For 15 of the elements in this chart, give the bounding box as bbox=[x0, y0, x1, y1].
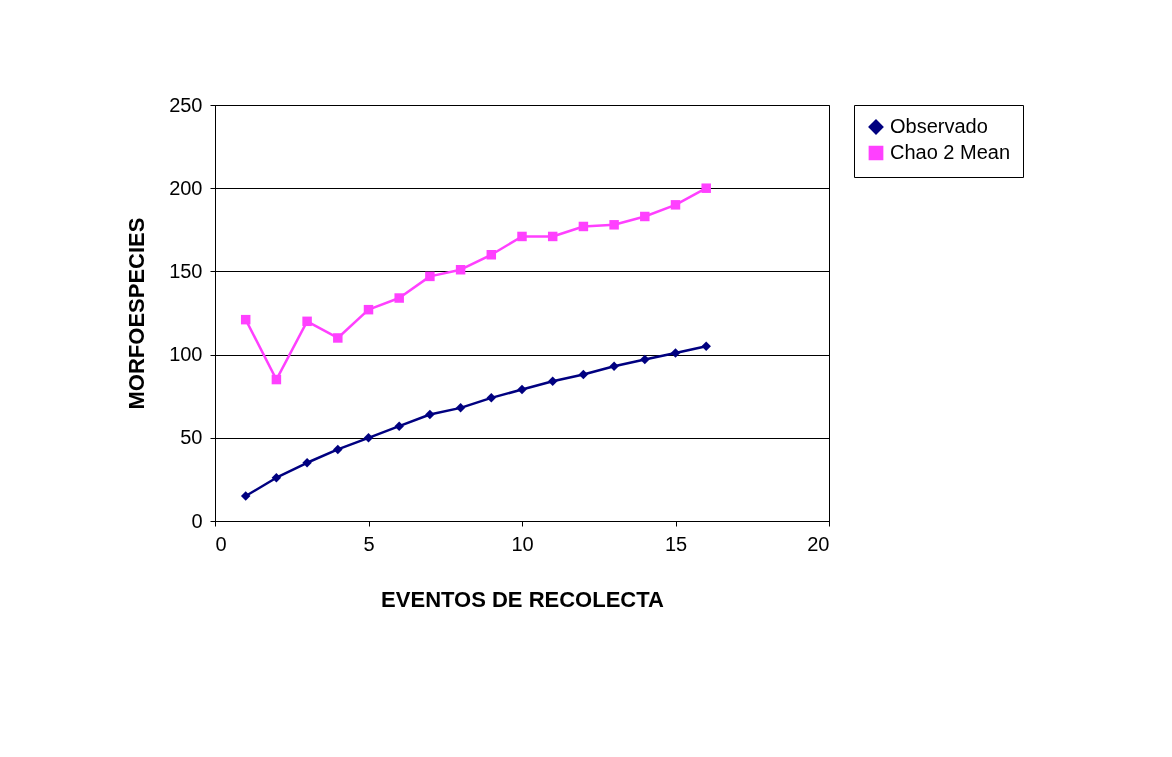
x-tick-label: 10 bbox=[511, 532, 534, 555]
x-axis-title: EVENTOS DE RECOLECTA bbox=[381, 586, 664, 612]
y-tick-label: 250 bbox=[169, 93, 203, 116]
y-tick-label: 50 bbox=[180, 426, 203, 449]
y-axis-title: MORFOESPECIES bbox=[124, 217, 150, 410]
x-tick-label: 15 bbox=[664, 532, 688, 555]
y-tick-label: 0 bbox=[191, 509, 203, 532]
y-tick-label: 100 bbox=[169, 343, 203, 366]
y-tick-label: 150 bbox=[169, 259, 203, 282]
x-tick-label: 0 bbox=[215, 532, 227, 555]
x-tick-label: 20 bbox=[807, 532, 830, 555]
y-tick-label: 200 bbox=[169, 176, 203, 199]
legend-label: Chao 2 Mean bbox=[890, 141, 1011, 163]
legend-label: Observado bbox=[890, 115, 988, 137]
x-tick-label: 5 bbox=[363, 532, 375, 555]
